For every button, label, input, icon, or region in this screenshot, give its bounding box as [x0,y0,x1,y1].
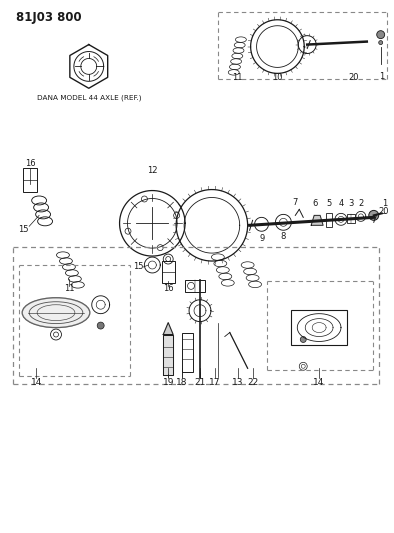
Bar [182,333,193,372]
Bar [162,261,175,283]
Circle shape [369,211,379,220]
Text: 21: 21 [194,378,206,386]
Text: 20: 20 [378,207,389,216]
Text: 6: 6 [312,199,318,208]
Text: 11: 11 [232,73,243,82]
Text: 14: 14 [30,378,42,386]
Text: 12: 12 [147,166,158,175]
Text: 15: 15 [133,262,144,271]
Bar [326,213,332,227]
Text: 17: 17 [209,378,221,386]
Text: 9: 9 [260,233,265,243]
Text: 14: 14 [314,378,325,386]
Text: 10: 10 [272,73,282,82]
Text: 4: 4 [338,199,344,208]
Bar [291,310,347,345]
Text: 1: 1 [379,72,384,81]
Text: 81J03 800: 81J03 800 [16,11,82,24]
Polygon shape [311,215,323,225]
Polygon shape [163,335,173,375]
Bar [347,214,355,223]
Text: 20: 20 [349,73,359,82]
Text: 1: 1 [382,199,387,208]
Text: 5: 5 [327,199,332,208]
Polygon shape [163,322,173,335]
Polygon shape [22,298,90,328]
Text: 2: 2 [358,199,363,208]
Text: 11: 11 [64,284,74,293]
Text: 22: 22 [247,378,258,386]
Circle shape [97,322,104,329]
Text: 13: 13 [232,378,243,386]
Text: 3: 3 [348,199,353,208]
Text: 18: 18 [177,378,188,386]
Text: 16: 16 [163,284,173,293]
Bar [23,168,37,191]
Text: 7: 7 [293,198,298,207]
Circle shape [300,336,306,343]
Bar [185,280,205,292]
Text: 19: 19 [162,378,174,386]
Circle shape [379,41,383,45]
Circle shape [377,31,385,38]
Text: 8: 8 [281,232,286,241]
Text: DANA MODEL 44 AXLE (REF.): DANA MODEL 44 AXLE (REF.) [37,94,141,101]
Text: 15: 15 [18,225,28,234]
Text: 16: 16 [25,159,35,168]
